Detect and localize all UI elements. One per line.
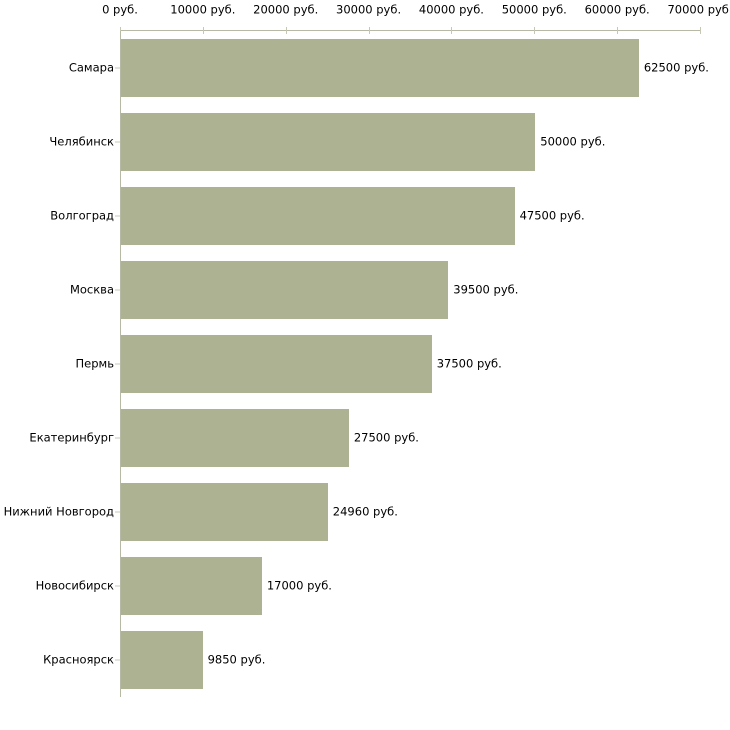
bar-row: Волгоград 47500 руб. — [0, 187, 730, 245]
bar[interactable] — [121, 335, 432, 393]
y-axis-category-label: Екатеринбург — [29, 430, 114, 445]
y-axis-line — [120, 31, 121, 697]
x-axis-tick-mark — [534, 27, 536, 34]
y-axis-tick-mark — [115, 67, 120, 69]
x-axis-tick-mark — [285, 27, 287, 34]
bar-row: Нижний Новгород 24960 руб. — [0, 483, 730, 541]
x-axis-tick-label: 0 руб. — [102, 2, 138, 17]
bar-row: Челябинск 50000 руб. — [0, 113, 730, 171]
y-axis-tick-mark — [115, 585, 120, 587]
y-axis-category-label: Самара — [68, 60, 114, 75]
bar-value-label: 17000 руб. — [266, 578, 332, 593]
bar-value-label: 62500 руб. — [643, 60, 709, 75]
bar-value-label: 37500 руб. — [436, 356, 502, 371]
x-axis-tick-mark — [202, 27, 204, 34]
bar-row: Екатеринбург 27500 руб. — [0, 409, 730, 467]
y-axis-category-label: Новосибирск — [35, 578, 114, 593]
x-axis-tick-label: 60000 руб. — [584, 2, 650, 17]
x-axis-line — [120, 30, 701, 31]
bar-value-label: 24960 руб. — [332, 504, 398, 519]
bar[interactable] — [121, 187, 515, 245]
x-axis-tick-label: 40000 руб. — [418, 2, 484, 17]
plot-area: Самара 62500 руб. Челябинск 50000 руб. Волго… — [0, 31, 730, 701]
bar[interactable] — [121, 557, 262, 615]
y-axis-tick-mark — [115, 289, 120, 291]
y-axis-category-label: Нижний Новгород — [3, 504, 114, 519]
y-axis-category-label: Красноярск — [43, 652, 114, 667]
y-axis-tick-mark — [115, 511, 120, 513]
bar-value-label: 39500 руб. — [453, 282, 519, 297]
bar-value-label: 9850 руб. — [207, 652, 266, 667]
y-axis-category-label: Волгоград — [50, 208, 114, 223]
bar-row: Новосибирск 17000 руб. — [0, 557, 730, 615]
bar-row: Самара 62500 руб. — [0, 39, 730, 97]
bar-value-label: 27500 руб. — [353, 430, 419, 445]
bar[interactable] — [121, 261, 449, 319]
x-axis-tick-label: 20000 руб. — [253, 2, 319, 17]
bar[interactable] — [121, 631, 203, 689]
bar-value-label: 47500 руб. — [519, 208, 585, 223]
x-axis-tick-label: 50000 руб. — [501, 2, 567, 17]
bar[interactable] — [121, 113, 536, 171]
y-axis-category-label: Пермь — [75, 356, 114, 371]
y-axis-category-label: Челябинск — [49, 134, 114, 149]
y-axis-tick-mark — [115, 215, 120, 217]
y-axis-category-label: Москва — [69, 282, 114, 297]
x-axis-tick-label: 30000 руб. — [336, 2, 402, 17]
bar[interactable] — [121, 483, 328, 541]
bar-row: Пермь 37500 руб. — [0, 335, 730, 393]
x-axis-tick-mark — [368, 27, 370, 34]
x-axis-tick-label: 70000 руб. — [667, 2, 730, 17]
x-axis-tick-mark — [617, 27, 619, 34]
y-axis-tick-mark — [115, 363, 120, 365]
bar[interactable] — [121, 39, 639, 97]
x-axis-tick-mark — [120, 27, 121, 34]
x-axis-tick-mark — [700, 27, 701, 34]
x-axis-tick-label: 10000 руб. — [170, 2, 236, 17]
x-axis: 0 руб. 10000 руб. 20000 руб. 30000 руб. 4000… — [0, 0, 730, 36]
y-axis-tick-mark — [115, 659, 120, 661]
y-axis-tick-mark — [115, 141, 120, 143]
bar-row: Москва 39500 руб. — [0, 261, 730, 319]
bar[interactable] — [121, 409, 349, 467]
bar-row: Красноярск 9850 руб. — [0, 631, 730, 689]
bar-value-label: 50000 руб. — [540, 134, 606, 149]
y-axis-tick-mark — [115, 437, 120, 439]
x-axis-tick-mark — [451, 27, 453, 34]
